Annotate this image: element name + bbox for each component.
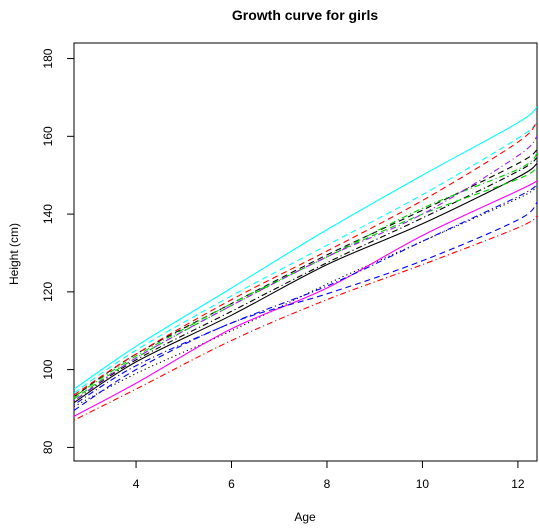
series-line bbox=[74, 215, 537, 421]
series-line bbox=[74, 153, 537, 398]
series-line bbox=[74, 120, 537, 396]
x-tick-label: 6 bbox=[228, 477, 235, 491]
series-line bbox=[74, 157, 537, 402]
plot-area-border bbox=[73, 42, 538, 462]
series-line bbox=[74, 202, 537, 411]
series-line bbox=[74, 184, 537, 406]
x-tick-label: 10 bbox=[416, 477, 430, 491]
x-tick-label: 4 bbox=[133, 477, 140, 491]
series-line bbox=[74, 135, 537, 402]
y-axis-label: Height (cm) bbox=[7, 223, 21, 285]
y-tick-label: 100 bbox=[41, 359, 55, 379]
x-axis-label: Age bbox=[294, 510, 316, 524]
chart-title: Growth curve for girls bbox=[232, 7, 378, 23]
series-line bbox=[74, 106, 537, 390]
series-layer bbox=[74, 106, 537, 421]
series-line bbox=[74, 122, 537, 394]
y-tick-label: 140 bbox=[41, 204, 55, 224]
x-tick-label: 8 bbox=[324, 477, 331, 491]
y-tick-label: 180 bbox=[41, 48, 55, 68]
series-line bbox=[74, 163, 537, 404]
series-line bbox=[74, 149, 537, 398]
y-axis: 80 100 120 140 160 180 bbox=[41, 48, 74, 454]
x-tick-label: 12 bbox=[511, 477, 525, 491]
y-tick-label: 160 bbox=[41, 126, 55, 146]
y-tick-label: 120 bbox=[41, 282, 55, 302]
y-tick-label: 80 bbox=[41, 440, 55, 454]
series-line bbox=[74, 186, 537, 408]
x-axis: 4 6 8 10 12 bbox=[133, 461, 525, 491]
series-line bbox=[74, 180, 537, 417]
